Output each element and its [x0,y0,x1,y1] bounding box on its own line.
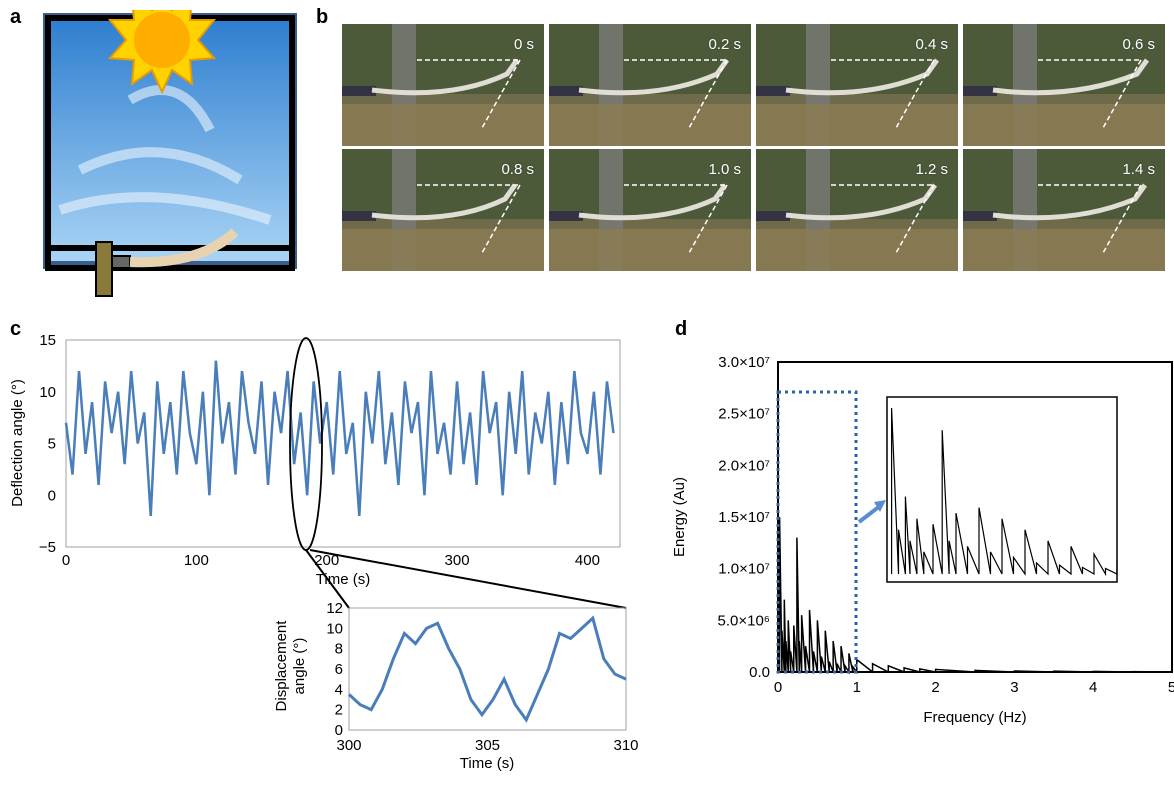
x-tick-label: 2 [931,679,939,696]
y-axis-title: Deflection angle (°) [9,379,26,507]
energy-spectrum-chart: 0 1 2 3 4 5 0.0 5.0×10⁶ 1.0×10⁷ 1.5×10⁷ 2.0×10⁷ 2.… [671,354,1174,726]
y-tick-label: 5.0×10⁶ [718,612,770,629]
plot-frame [65,339,621,548]
frame-time-label: 0.4 s [915,36,948,53]
inset-y-tick-label: 0 [335,722,343,739]
y-tick-label: 1.0×10⁷ [718,561,770,578]
timelapse-frame: 1.2 s [756,149,958,271]
zoom-arrow-icon [857,504,882,524]
zoom-connector-right [309,549,627,609]
panel-label-c: c [10,318,22,340]
x-axis-title: Time (s) [316,571,370,588]
inset-y-tick-label: 2 [335,702,343,719]
panel-label-b: b [316,6,329,28]
inset-y-axis-title-line1: Displacement [273,620,290,712]
timelapse-frame: 1.0 s [549,149,751,271]
timelapse-frame: 0.8 s [342,149,544,271]
frame-time-label: 0.2 s [708,36,741,53]
x-tick-label: 0 [774,679,782,696]
zoom-connector-left [305,549,350,609]
x-tick-label: 5 [1168,679,1174,696]
y-axis-title: Energy (Au) [671,477,688,557]
x-tick-label: 0 [62,552,70,569]
frame-time-label: 0 s [513,36,534,53]
inset-y-tick-label: 6 [335,661,343,678]
inset-frame [348,607,627,731]
frame-time-label: 0.6 s [1122,36,1155,53]
panel-label-a: a [10,6,22,28]
timelapse-frame: 0.6 s [963,24,1165,146]
frame-time-label: 1.2 s [915,161,948,178]
frame-time-label: 1.0 s [708,161,741,178]
timelapse-frame: 0 s [342,24,544,146]
x-tick-label: 200 [314,552,339,569]
y-tick-label: 0 [48,487,56,504]
x-tick-label: 1 [853,679,861,696]
panel-label-d: d [675,318,688,340]
inset-y-axis-title-line2: angle (°) [291,638,308,695]
inset-y-tick-label: 4 [335,681,343,698]
deflection-series-line [64,360,615,517]
x-axis-title: Frequency (Hz) [923,709,1026,726]
timelapse-frame: 0.2 s [549,24,751,146]
y-tick-label: 15 [39,332,56,349]
sunny-sky-illustration [43,10,297,297]
inset-x-axis-title: Time (s) [460,755,514,772]
energy-series-line [778,516,1173,675]
frame-time-label: 1.4 s [1122,161,1155,178]
y-tick-label: 0.0 [749,664,770,681]
inset-x-tick-label: 305 [475,737,500,754]
timelapse-frame: 0.4 s [756,24,958,146]
sun-icon [107,10,217,95]
y-tick-label: 2.5×10⁷ [718,406,770,423]
inset-x-tick-label: 300 [336,737,361,754]
x-tick-label: 400 [575,552,600,569]
y-tick-label: 3.0×10⁷ [718,354,770,371]
zoom-arrow-head-icon [874,500,886,512]
x-tick-label: 3 [1010,679,1018,696]
timelapse-frame: 1.4 s [963,149,1165,271]
zoom-ellipse [289,337,323,551]
y-tick-label: 10 [39,384,56,401]
y-tick-label: 1.5×10⁷ [718,509,770,526]
inset-y-tick-label: 12 [326,600,343,617]
zoom-dotted-box [776,390,858,674]
x-tick-label: 4 [1089,679,1097,696]
y-tick-label: −5 [39,539,56,556]
x-tick-label: 300 [445,552,470,569]
x-tick-label: 100 [184,552,209,569]
displacement-series-line [347,615,627,723]
inset-y-tick-label: 10 [326,620,343,637]
frame-time-label: 0.8 s [501,161,534,178]
inset-energy-line [891,408,1118,577]
y-tick-label: 5 [48,436,56,453]
inset-x-tick-label: 310 [613,737,638,754]
inset-y-tick-label: 8 [335,641,343,658]
y-tick-label: 2.0×10⁷ [718,457,770,474]
